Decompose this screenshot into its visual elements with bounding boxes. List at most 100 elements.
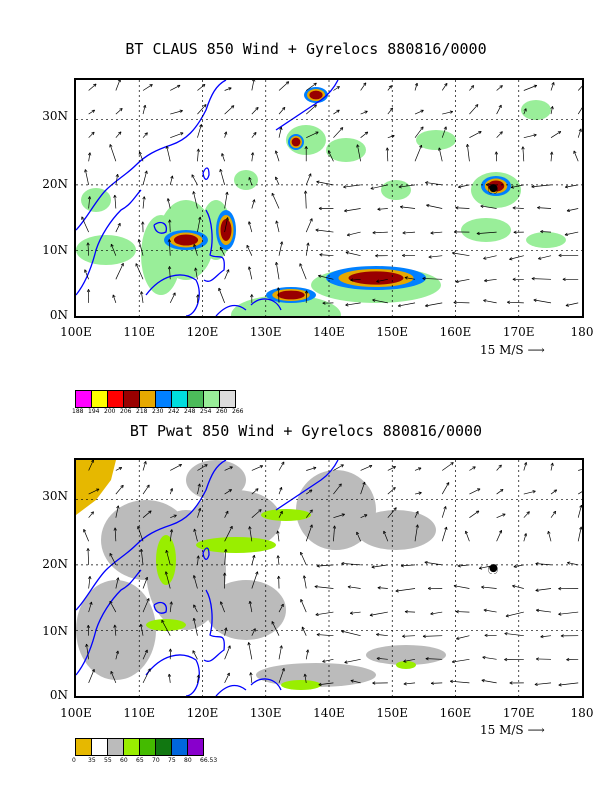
wind-vector [347,231,361,236]
wind-vector-head [93,83,97,87]
wind-vector [426,204,443,209]
wind-vector-head [271,192,275,197]
wind-vector-head [119,107,123,112]
wind-vector-head [368,464,373,469]
wind-vector-head [313,82,317,86]
wind-vector-head [192,575,197,579]
pwat-60 [146,619,186,631]
wind-vector [345,302,361,306]
wind-vector [344,208,361,212]
coastline-6 [145,274,200,316]
wind-vector-head [430,681,434,685]
legend-label: 0 [72,757,76,764]
wind-vector [195,267,198,280]
wind-vector [142,484,150,495]
wind-vector-head [446,482,450,486]
wind-vector [550,510,557,518]
wind-vector [523,490,536,495]
wind-vector [441,126,447,138]
wind-vector-head [430,611,434,616]
wind-vector [112,294,117,304]
wind-vector [115,263,124,280]
wind-vector [318,682,334,686]
wind-vector [221,153,225,162]
wind-vector [523,134,537,139]
wind-vector [275,176,280,186]
wind-vector-head [143,461,147,465]
wind-vector-head [225,510,229,515]
wind-vector [341,630,361,637]
wind-vector [540,231,552,233]
wind-vector-head [483,256,487,260]
wind-vector-head [534,682,538,686]
wind-vector [224,191,228,209]
wind-vector-head [318,206,322,211]
wind-vector-head [109,553,113,557]
wind-vector [251,152,254,162]
wind-vector-head [472,466,476,470]
coastline-1 [76,569,142,676]
wind-vector-head [363,82,367,86]
wind-vector [88,460,94,471]
arrow-icon: ⟶ [527,343,545,357]
panel2-legend [75,738,204,756]
wind-vector-head [194,267,198,271]
wind-vector [535,563,552,566]
wind-vector-head [426,203,430,208]
wind-vector [360,82,367,91]
wind-vector [386,147,389,162]
legend-swatch [172,391,188,407]
wind-vector-head [550,151,554,155]
wind-vector [251,80,255,91]
wind-vector-head [315,131,319,135]
wind-vector [303,575,307,589]
wind-vector [350,278,361,281]
cloud-area [521,100,551,120]
wind-vector-head [392,466,396,470]
legend-swatch [92,739,108,755]
wind-vector-head [166,198,171,202]
wind-vector [344,658,361,663]
panel1-map-canvas: ෆ [76,80,582,316]
wind-vector [465,530,470,542]
wind-vector [193,191,198,209]
wind-vector [398,184,416,188]
wind-vector-head [336,86,340,90]
wind-vector [414,83,418,91]
legend-swatch [188,739,203,755]
wind-vector-head [567,561,571,565]
wind-vector-head [252,628,256,632]
wind-vector [535,588,552,591]
wind-vector-head [564,185,569,189]
wind-vector-head [139,548,144,553]
legend-label: 254 [200,408,212,415]
wind-vector [278,461,285,471]
wind-vector [299,263,307,280]
legend-swatch [220,391,235,407]
wind-vector-head [96,488,100,492]
wind-vector [271,621,280,636]
wind-vector [277,530,280,542]
wind-vector-head [170,175,174,179]
wind-vector-head [564,232,568,236]
wind-vector-head [224,627,228,631]
wind-vector [469,131,482,138]
wind-vector [135,263,144,280]
wind-vector-head [537,206,541,210]
wind-vector [114,195,117,209]
wind-vector-head [167,673,172,677]
wind-vector [387,507,397,518]
wind-vector [251,465,263,471]
wind-vector-head [225,191,229,195]
wind-vector [115,131,122,138]
wind-vector [505,611,524,617]
wind-vector-head [424,560,428,565]
pwat-55 [206,580,286,640]
panel2-ref-label: 15 M/S [480,723,524,737]
wind-vector-head [453,230,457,234]
cloud-area [81,188,111,212]
wind-vector-head [322,301,326,305]
wind-vector-head [557,131,562,135]
wind-vector [224,466,233,471]
wind-vector-head [579,526,582,530]
